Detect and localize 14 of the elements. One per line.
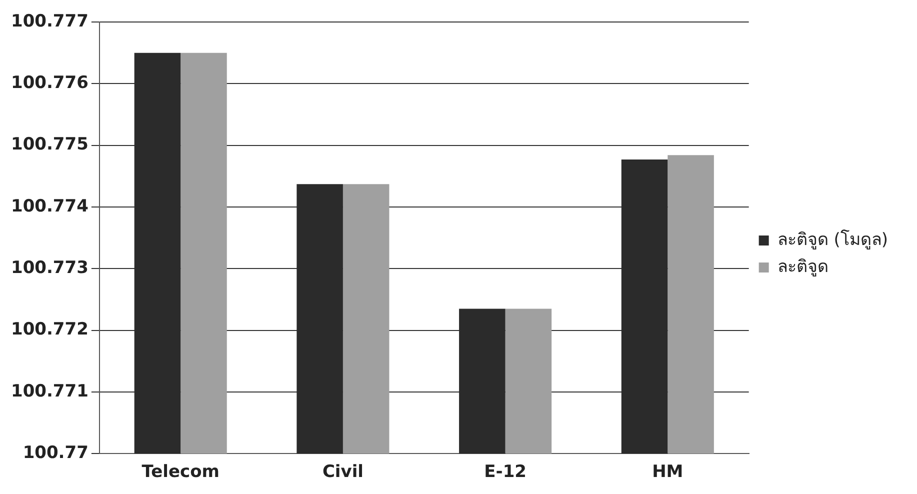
y-tick-label: 100.774 <box>10 196 89 216</box>
legend-label: ละติจูด (โมดูล) <box>777 228 888 250</box>
x-tick-label: HM <box>652 462 684 482</box>
y-tick-label: 100.77 <box>22 443 88 464</box>
y-tick-label: 100.776 <box>10 73 88 94</box>
y-tick-label: 100.771 <box>10 381 88 402</box>
legend-label: ละติจูด <box>777 256 828 277</box>
y-tick-label: 100.777 <box>10 11 88 32</box>
y-tick-label: 100.772 <box>10 320 88 340</box>
y-tick-label: 100.775 <box>10 134 88 155</box>
x-tick-label: E-12 <box>484 462 526 482</box>
x-tick-label: Civil <box>322 462 364 482</box>
x-tick-label: Telecom <box>142 462 220 482</box>
y-tick-label: 100.773 <box>10 258 88 278</box>
